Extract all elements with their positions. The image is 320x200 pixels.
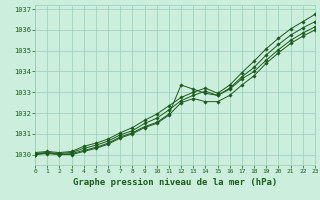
X-axis label: Graphe pression niveau de la mer (hPa): Graphe pression niveau de la mer (hPa) [73, 178, 277, 187]
